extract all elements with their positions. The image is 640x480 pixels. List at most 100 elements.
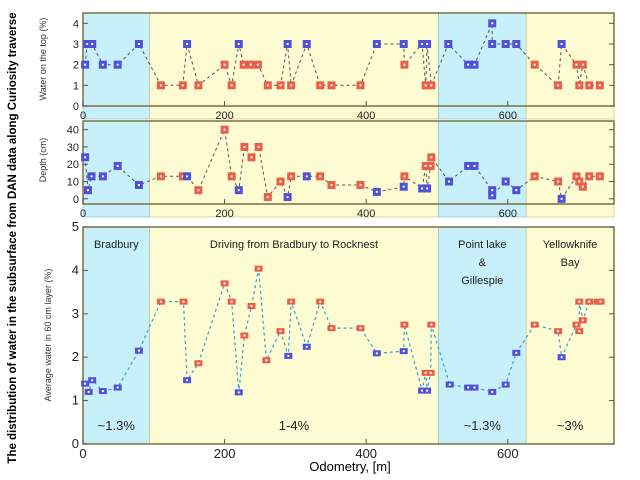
data-point-center: [223, 282, 226, 285]
data-point-center: [426, 43, 429, 45]
region-label-3: Yellowknife: [543, 239, 598, 251]
data-point-center: [290, 175, 293, 178]
data-point-center: [598, 84, 601, 87]
data-point-center: [515, 351, 518, 354]
data-point-center: [375, 190, 378, 193]
y-tick-label: 0: [72, 436, 79, 451]
data-point-center: [426, 389, 429, 392]
region-0: [82, 226, 150, 445]
data-point-center: [578, 300, 581, 303]
data-point-center: [249, 63, 252, 66]
data-point-center: [279, 180, 282, 183]
data-point-center: [560, 43, 563, 45]
data-point-center: [575, 63, 578, 66]
data-point-center: [319, 175, 322, 178]
data-point-center: [84, 382, 87, 385]
data-point-center: [473, 164, 476, 167]
data-point-center: [491, 43, 494, 45]
x-tick-label: 600: [497, 446, 519, 461]
data-point-center: [504, 43, 507, 45]
region-label-0: Bradbury: [94, 239, 139, 251]
data-point-center: [250, 304, 253, 307]
data-point-center: [430, 84, 433, 87]
data-point-center: [84, 63, 87, 66]
region-3: [525, 120, 615, 218]
data-point-center: [533, 63, 536, 66]
data-point-center: [491, 390, 494, 393]
data-point-center: [237, 43, 240, 45]
region-3: [525, 226, 615, 445]
data-point-center: [279, 330, 282, 333]
data-point-center: [101, 390, 104, 393]
data-point-center: [197, 189, 200, 192]
data-point-center: [581, 185, 584, 188]
data-point-center: [305, 345, 308, 348]
y-tick-label: 4: [72, 262, 79, 277]
data-point-center: [402, 185, 405, 188]
x-tick-label: 400: [357, 208, 375, 220]
data-point-center: [90, 175, 93, 178]
y-tick-label: 4: [73, 18, 79, 30]
data-point-center: [286, 43, 289, 45]
x-tick-label: 600: [499, 110, 517, 122]
data-point-center: [581, 319, 584, 322]
data-point-center: [403, 175, 406, 178]
data-point-center: [578, 330, 581, 333]
data-point-center: [575, 323, 578, 326]
data-point-center: [101, 63, 104, 66]
data-point-center: [86, 43, 89, 45]
data-point-center: [557, 180, 560, 183]
data-point-center: [319, 300, 322, 303]
data-point-center: [186, 43, 189, 45]
x-tick-label: 0: [79, 446, 86, 461]
region-label-3: Bay: [561, 257, 580, 269]
region-1: [149, 12, 439, 120]
data-point-center: [491, 22, 494, 25]
data-point-center: [598, 175, 601, 178]
data-point-center: [430, 156, 433, 159]
data-point-center: [319, 84, 322, 87]
data-point-center: [473, 63, 476, 66]
data-point-center: [181, 84, 184, 87]
x-tick-label: 200: [215, 110, 233, 122]
data-point-center: [588, 175, 591, 178]
data-point-center: [467, 164, 470, 167]
plot-frame: [82, 120, 615, 205]
data-point-center: [91, 43, 94, 45]
data-point-center: [421, 43, 424, 45]
data-point-center: [186, 175, 189, 178]
x-tick-label: 400: [357, 110, 375, 122]
data-point-center: [429, 164, 432, 167]
data-point-center: [560, 197, 563, 200]
x-tick-label: 0: [80, 110, 86, 122]
data-point-center: [243, 145, 246, 148]
y-tick-label: 2: [72, 349, 79, 364]
data-point-center: [237, 391, 240, 394]
data-point-center: [91, 379, 94, 382]
region-1: [149, 120, 439, 218]
data-point-center: [533, 323, 536, 326]
y-tick-label: 1: [73, 80, 79, 92]
data-point-center: [504, 180, 507, 183]
data-point-center: [290, 84, 293, 87]
region-label-2: &: [479, 257, 487, 269]
data-point-center: [421, 187, 424, 190]
data-point-center: [330, 183, 333, 186]
x-tick-label: 200: [214, 446, 236, 461]
data-point-center: [402, 43, 405, 45]
data-point-center: [504, 383, 507, 386]
data-point-center: [197, 84, 200, 87]
y-tick-label: 30: [67, 142, 79, 154]
data-point-center: [402, 350, 405, 353]
data-point-center: [424, 371, 427, 374]
y-tick-label: 5: [72, 219, 79, 234]
y-tick-label: 3: [73, 39, 79, 51]
data-point-center: [116, 63, 119, 66]
data-point-center: [491, 189, 494, 192]
data-point-center: [588, 300, 591, 303]
data-point-center: [581, 63, 584, 66]
y-tick-label: 2: [73, 60, 79, 72]
data-point-center: [430, 323, 433, 326]
data-point-center: [429, 371, 432, 374]
data-point-center: [279, 84, 282, 87]
